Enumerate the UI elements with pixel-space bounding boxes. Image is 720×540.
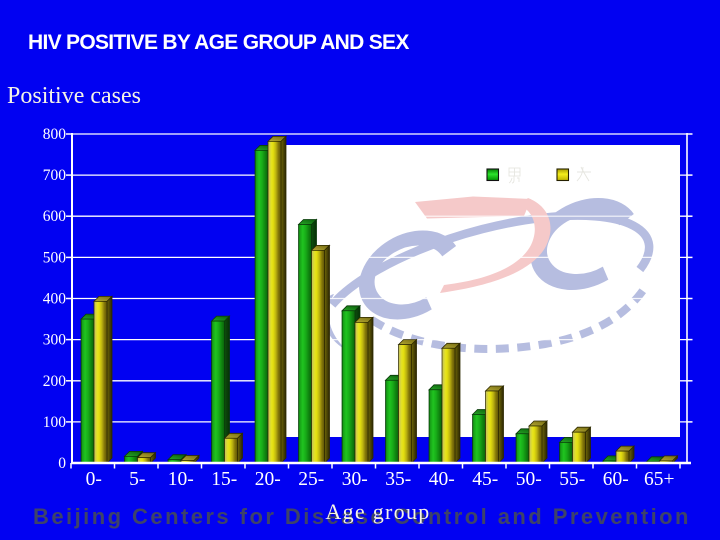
svg-text:50-: 50- (516, 469, 542, 490)
svg-text:Age group: Age group (325, 499, 430, 524)
svg-text:65+: 65+ (644, 469, 675, 490)
svg-text:60-: 60- (603, 469, 629, 490)
svg-text:300: 300 (43, 332, 67, 349)
svg-text:400: 400 (43, 291, 67, 308)
svg-text:30-: 30- (342, 469, 368, 490)
svg-text:55-: 55- (559, 469, 585, 490)
svg-text:45-: 45- (472, 469, 498, 490)
svg-text:35-: 35- (385, 469, 411, 490)
svg-text:600: 600 (43, 208, 67, 225)
svg-text:15-: 15- (211, 469, 237, 490)
svg-text:100: 100 (43, 414, 67, 431)
svg-text:0-: 0- (86, 469, 102, 490)
svg-text:40-: 40- (429, 469, 455, 490)
svg-text:0: 0 (58, 455, 66, 472)
svg-text:20-: 20- (255, 469, 281, 490)
svg-text:800: 800 (43, 126, 67, 143)
svg-text:200: 200 (43, 373, 67, 390)
svg-text:10-: 10- (168, 469, 194, 490)
svg-text:500: 500 (43, 249, 67, 266)
svg-text:25-: 25- (298, 469, 324, 490)
svg-text:700: 700 (43, 167, 67, 184)
svg-text:5-: 5- (129, 469, 145, 490)
